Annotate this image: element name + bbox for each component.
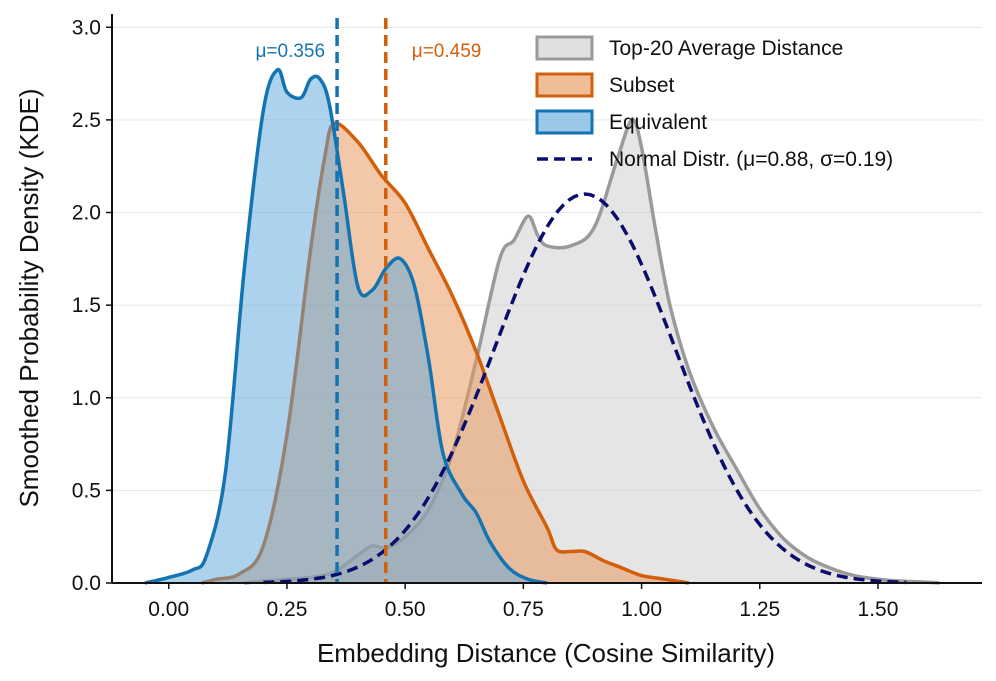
- mean-label-equivalent: μ=0.356: [255, 41, 325, 62]
- x-tick-label: 1.50: [858, 598, 899, 621]
- axes: [111, 14, 982, 584]
- x-tick-label: 0.25: [267, 598, 308, 621]
- y-tick-label: 2.5: [72, 109, 101, 132]
- legend-label-top-20-average-distance: Top-20 Average Distance: [609, 37, 843, 60]
- y-tick-label: 2.0: [72, 202, 101, 225]
- x-tick-label: 0.75: [503, 598, 544, 621]
- x-tick-label: 1.25: [739, 598, 780, 621]
- legend-swatch-top-20-average-distance: [535, 35, 594, 61]
- y-tick-label: 0.0: [72, 572, 101, 595]
- x-axis-title: Embedding Distance (Cosine Similarity): [317, 638, 775, 668]
- mean-label-subset: μ=0.459: [412, 41, 482, 62]
- y-tick-label: 1.5: [72, 294, 101, 317]
- x-tick-label: 0.50: [385, 598, 426, 621]
- legend-swatch-equivalent: [535, 109, 594, 135]
- y-ticks: 0.0 0.5 1.0 1.5 2.0 2.5 3.0: [72, 16, 112, 595]
- legend-label-normal-distr-0-88-0-19: Normal Distr. (μ=0.88, σ=0.19): [609, 148, 893, 171]
- series-layer: [144, 68, 940, 585]
- x-tick-label: 1.00: [621, 598, 662, 621]
- x-ticks: 0.00 0.25 0.50 0.75 1.00 1.25 1.50: [148, 583, 898, 621]
- y-tick-label: 0.5: [72, 479, 101, 502]
- y-axis-title: Smoothed Probability Density (KDE): [14, 88, 44, 507]
- x-tick-label: 0.00: [148, 598, 189, 621]
- series-area-equivalent: [145, 69, 547, 583]
- series-area-top-20-average-distance: [244, 119, 940, 584]
- series-line-equivalent: [144, 68, 548, 585]
- legend: Top-20 Average Distance Subset Equivalent N…: [535, 35, 893, 171]
- legend-label-equivalent: Equivalent: [609, 111, 707, 134]
- y-tick-label: 3.0: [72, 16, 101, 39]
- legend-label-subset: Subset: [609, 74, 675, 97]
- mean-lines: μ=0.356 μ=0.459: [255, 18, 481, 583]
- series-line-normal-distr-0-88-0-19: [263, 192, 907, 585]
- y-tick-label: 1.0: [72, 387, 101, 410]
- legend-swatch-subset: [535, 72, 594, 98]
